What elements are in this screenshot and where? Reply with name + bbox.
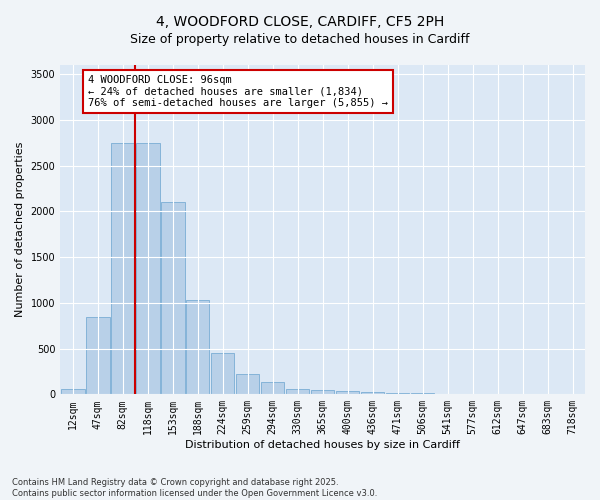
- Bar: [361, 392, 385, 394]
- Bar: [161, 202, 185, 394]
- Bar: [261, 382, 284, 394]
- Y-axis label: Number of detached properties: Number of detached properties: [15, 142, 25, 318]
- Bar: [211, 353, 235, 395]
- Bar: [386, 392, 409, 394]
- Bar: [186, 300, 209, 394]
- X-axis label: Distribution of detached houses by size in Cardiff: Distribution of detached houses by size …: [185, 440, 460, 450]
- Bar: [286, 389, 310, 394]
- Bar: [111, 143, 134, 395]
- Text: 4, WOODFORD CLOSE, CARDIFF, CF5 2PH: 4, WOODFORD CLOSE, CARDIFF, CF5 2PH: [156, 15, 444, 29]
- Text: Size of property relative to detached houses in Cardiff: Size of property relative to detached ho…: [130, 32, 470, 46]
- Text: Contains HM Land Registry data © Crown copyright and database right 2025.
Contai: Contains HM Land Registry data © Crown c…: [12, 478, 377, 498]
- Bar: [236, 374, 259, 394]
- Bar: [86, 316, 110, 394]
- Bar: [311, 390, 334, 394]
- Bar: [336, 390, 359, 394]
- Bar: [61, 390, 85, 394]
- Bar: [136, 143, 160, 395]
- Text: 4 WOODFORD CLOSE: 96sqm
← 24% of detached houses are smaller (1,834)
76% of semi: 4 WOODFORD CLOSE: 96sqm ← 24% of detache…: [88, 75, 388, 108]
